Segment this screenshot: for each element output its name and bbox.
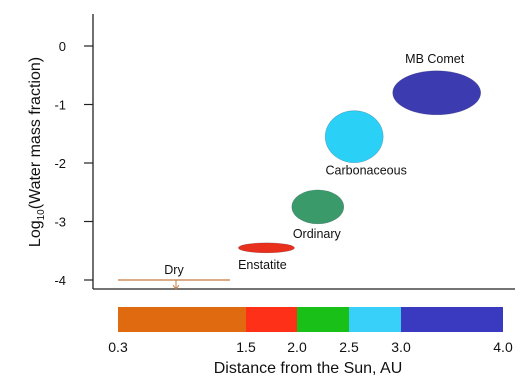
distance-scale-tick-label: 2.5 [339, 339, 359, 355]
y-axis-title-subscript: 10 [36, 209, 47, 221]
y-tick-label: -1 [54, 98, 66, 113]
y-tick-label: 0 [59, 39, 66, 54]
data-point-ellipse [324, 110, 384, 163]
y-ticks: 0 -1 -2 -3 -4 [54, 39, 93, 288]
y-axis-title-suffix: (Water mass fraction) [27, 57, 44, 209]
y-tick-label: -3 [54, 215, 66, 230]
distance-scale-segment [118, 307, 246, 332]
y-tick-label: -2 [54, 156, 66, 171]
data-point-label: Carbonaceous [326, 164, 407, 178]
data-point-ellipse [238, 242, 295, 254]
data-point-label: Ordinary [293, 227, 342, 241]
distance-scale-segment [349, 307, 401, 332]
dry-arrow-head [172, 284, 180, 290]
distance-scale-tick-label: 0.3 [108, 339, 128, 355]
distance-scale-tick-label: 3.0 [391, 339, 411, 355]
distance-scale-ticks: 0.3 1.5 2.0 2.5 3.0 4.0 [108, 339, 513, 355]
x-axis-title: Distance from the Sun, AU [214, 360, 403, 377]
data-point-label: MB Comet [405, 52, 465, 66]
distance-color-scale [118, 307, 503, 332]
distance-scale-segment [246, 307, 297, 332]
data-points: Enstatite Ordinary Carbonaceous MB Comet [238, 52, 482, 272]
dry-marker: Dry [118, 263, 230, 290]
distance-scale-tick-label: 1.5 [236, 339, 256, 355]
data-point-ellipse [392, 70, 482, 116]
distance-scale-tick-label: 2.0 [287, 339, 307, 355]
y-axis-title: Log10(Water mass fraction) [27, 57, 47, 247]
distance-scale-segment [401, 307, 503, 332]
data-point-ellipse [291, 189, 345, 225]
y-axis-title-prefix: Log [27, 220, 44, 247]
y-tick-label: -4 [54, 273, 66, 288]
data-point-label: Enstatite [238, 258, 287, 272]
distance-scale-segment [297, 307, 349, 332]
distance-scale-tick-label: 4.0 [493, 339, 513, 355]
dry-label: Dry [164, 263, 184, 277]
